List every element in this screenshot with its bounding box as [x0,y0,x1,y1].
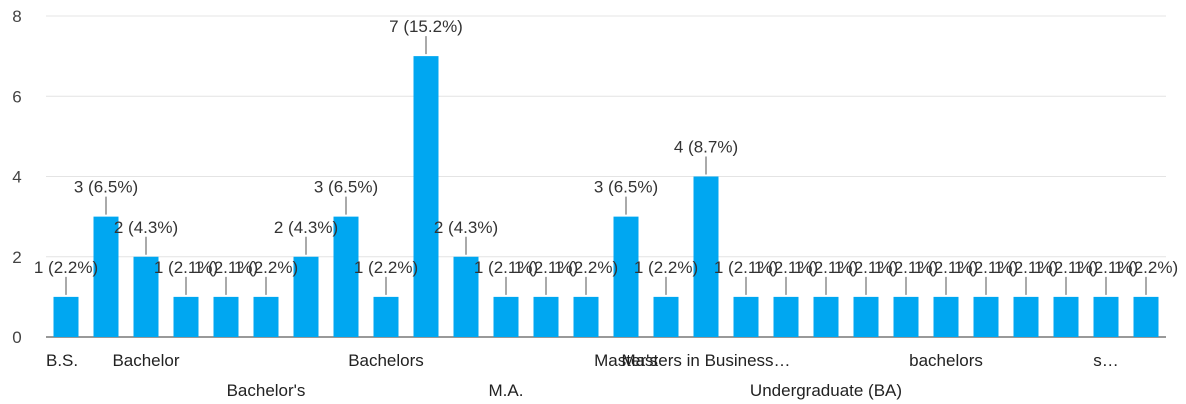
data-label: 1 (2.1%) [914,258,978,277]
data-label: 1 (2.1%) [954,258,1018,277]
bar [933,296,959,337]
y-tick-label: 6 [12,87,21,106]
bar [53,296,79,337]
bar [293,256,319,337]
bar [253,296,279,337]
bar [1093,296,1119,337]
data-label: 1 (2.2%) [634,258,698,277]
y-tick-label: 2 [12,248,21,267]
bar [853,296,879,337]
bar [533,296,559,337]
data-labels: 1 (2.2%)3 (6.5%)2 (4.3%)1 (2.1%)1 (2.1%)… [34,17,1178,295]
data-label: 1 (2.1%) [1074,258,1138,277]
bar [1133,296,1159,337]
bar [133,256,159,337]
x-category-label: Bachelor's [227,381,306,400]
data-label: 1 (2.1%) [474,258,538,277]
bar [493,296,519,337]
bar [573,296,599,337]
data-label: 1 (2.1%) [194,258,258,277]
bar [1053,296,1079,337]
bar [813,296,839,337]
y-tick-label: 4 [12,168,21,187]
data-label: 1 (2.2%) [354,258,418,277]
data-label: 1 (2.1%) [994,258,1058,277]
bar [173,296,199,337]
bar [93,216,119,337]
data-label: 2 (4.3%) [434,218,498,237]
bar [1013,296,1039,337]
data-label: 1 (2.1%) [754,258,818,277]
y-axis-ticks: 0 2 4 6 8 [12,7,21,347]
data-label: 1 (2.2%) [234,258,298,277]
data-label: 1 (2.2%) [554,258,618,277]
data-label: 1 (2.1%) [1034,258,1098,277]
data-label: 1 (2.1%) [834,258,898,277]
data-label: 1 (2.1%) [714,258,778,277]
bar [973,296,999,337]
bar [413,56,439,337]
x-category-label: Master's [594,351,658,370]
data-label: 1 (2.2%) [34,258,98,277]
gridlines [46,15,1166,338]
data-label: 1 (2.1%) [874,258,938,277]
bar [213,296,239,337]
y-tick-label: 8 [12,7,21,26]
bar [693,176,719,337]
bar [773,296,799,337]
x-category-label: s… [1093,351,1119,370]
data-label: 1 (2.2%) [1114,258,1178,277]
data-label: 2 (4.3%) [274,218,338,237]
bar [613,216,639,337]
bar [733,296,759,337]
data-label: 3 (6.5%) [74,178,138,197]
x-category-label: B.S. [46,351,78,370]
x-category-label: Bachelors [348,351,424,370]
data-label: 3 (6.5%) [594,178,658,197]
x-category-label: M.A. [489,381,524,400]
data-label: 3 (6.5%) [314,178,378,197]
data-label: 1 (2.1%) [154,258,218,277]
x-category-label: Bachelor [112,351,179,370]
x-category-label: bachelors [909,351,983,370]
x-category-label: Masters in Business… [621,351,790,370]
bars [53,56,1159,337]
data-label: 4 (8.7%) [674,138,738,157]
x-axis-labels: B.S. Bachelor Bachelor's Bachelors M.A. Maste… [46,351,1119,400]
bar [893,296,919,337]
bar [373,296,399,337]
bar [653,296,679,337]
bar [453,256,479,337]
y-tick-label: 0 [12,328,21,347]
data-label: 2 (4.3%) [114,218,178,237]
x-category-label: Undergraduate (BA) [750,381,902,400]
bar [333,216,359,337]
data-label: 7 (15.2%) [389,17,463,36]
data-label: 1 (2.1%) [514,258,578,277]
data-label: 1 (2.1%) [794,258,858,277]
